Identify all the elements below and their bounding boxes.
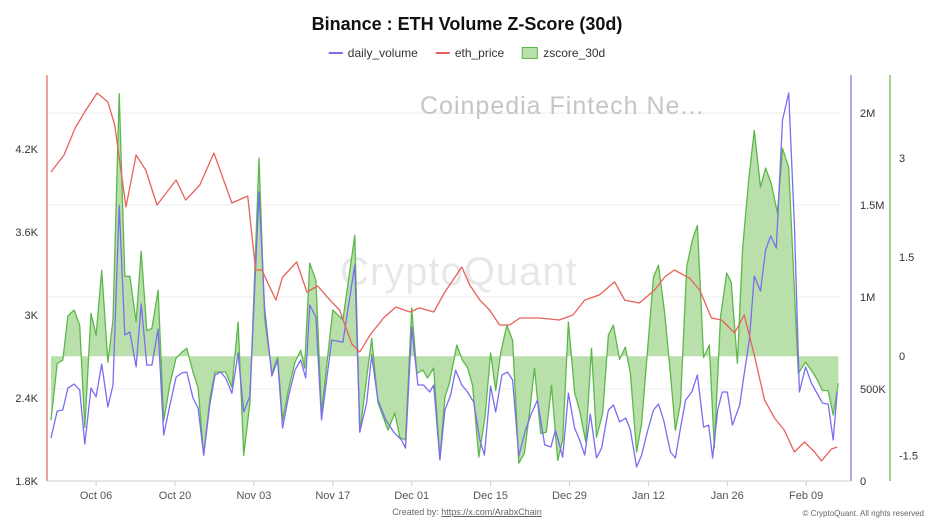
zscore-30d-line <box>50 92 839 464</box>
x-tick-label: Jan 26 <box>711 490 744 502</box>
copyright: © CryptoQuant. All rights reserved <box>802 509 925 518</box>
x-tick-label: Dec 15 <box>473 490 508 502</box>
legend-item-zscore[interactable]: zscore_30d <box>522 46 605 60</box>
left-tick-label: 4.2K <box>15 144 38 156</box>
overlay-watermark: Coinpedia Fintech Ne... <box>420 92 705 120</box>
x-tick-label: Oct 20 <box>159 490 191 502</box>
credit: Created by: https://x.com/ArabxChain <box>392 507 542 517</box>
x-tick-label: Nov 17 <box>315 490 350 502</box>
daily-volume-line <box>50 92 838 468</box>
legend-label: eth_price <box>454 46 505 60</box>
left-tick-label: 1.8K <box>15 476 38 488</box>
legend-swatch <box>435 52 450 54</box>
legend-swatch <box>328 52 343 54</box>
legend-item-eth-price[interactable]: eth_price <box>435 46 505 60</box>
volume-tick-label: 2M <box>860 108 875 120</box>
left-tick-label: 3K <box>25 310 39 322</box>
x-tick-label: Dec 29 <box>552 490 587 502</box>
zscore-tick-label: 0 <box>899 351 905 363</box>
legend-item-daily-volume[interactable]: daily_volume <box>328 46 418 60</box>
left-tick-label: 3.6K <box>15 227 38 239</box>
eth-price-line <box>50 92 838 462</box>
credit-link[interactable]: https://x.com/ArabxChain <box>441 507 542 517</box>
x-tick-label: Feb 09 <box>789 490 823 502</box>
x-tick-label: Oct 06 <box>80 490 112 502</box>
zscore-tick-label: 1.5 <box>899 252 914 264</box>
volume-tick-label: 500K <box>860 384 886 396</box>
zscore-tick-label: -1.5 <box>899 450 918 462</box>
legend-label: daily_volume <box>347 46 418 60</box>
x-tick-label: Dec 01 <box>394 490 429 502</box>
zscore-area <box>51 93 839 464</box>
volume-tick-label: 1M <box>860 292 875 304</box>
legend-label: zscore_30d <box>543 46 606 60</box>
credit-label: Created by: <box>392 507 439 517</box>
x-tick-label: Jan 12 <box>632 490 665 502</box>
x-tick-label: Nov 03 <box>236 490 271 502</box>
chart-title: Binance : ETH Volume Z-Score (30d) <box>311 14 623 34</box>
legend-swatch <box>522 47 539 59</box>
left-tick-label: 2.4K <box>15 393 38 405</box>
legend: daily_volume eth_price zscore_30d <box>328 46 605 60</box>
volume-tick-label: 0 <box>860 476 866 488</box>
volume-tick-label: 1.5M <box>860 200 884 212</box>
zscore-tick-label: 3 <box>899 153 905 165</box>
